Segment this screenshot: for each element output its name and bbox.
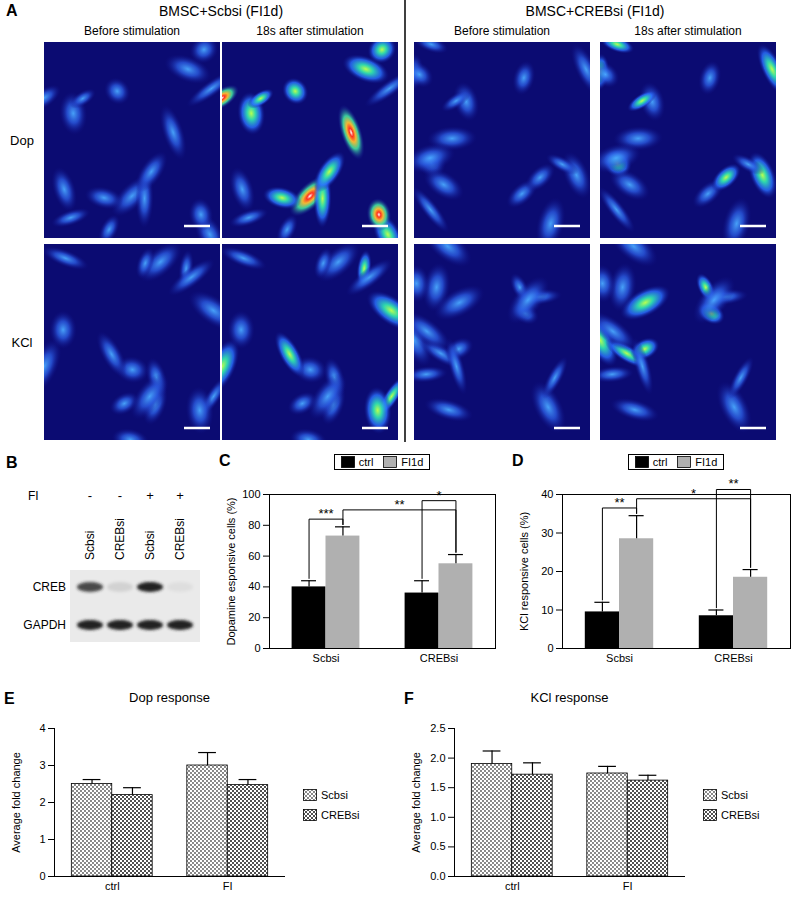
svg-text:ctrl: ctrl	[105, 880, 120, 892]
svg-text:Scbsi: Scbsi	[83, 531, 97, 560]
svg-text:-: -	[88, 488, 92, 503]
svg-text:60: 60	[248, 550, 260, 562]
svg-text:FI: FI	[28, 489, 39, 503]
svg-text:Scbsi: Scbsi	[606, 652, 633, 664]
html-text:CREBsi: CREBsi	[321, 809, 360, 821]
html-text:KCl response: KCl response	[530, 690, 609, 705]
svg-text:18s after stimulation: 18s after stimulation	[634, 24, 741, 38]
html-text:CREBsi: CREBsi	[721, 809, 760, 821]
svg-text:**: **	[728, 476, 738, 491]
svg-text:0.5: 0.5	[430, 840, 445, 852]
svg-text:0: 0	[254, 642, 260, 654]
svg-text:KCl: KCl	[12, 335, 33, 350]
svg-text:FI: FI	[623, 880, 633, 892]
svg-text:2.0: 2.0	[430, 752, 445, 764]
svg-text:GAPDH: GAPDH	[23, 618, 66, 632]
html-text:Scbsi: Scbsi	[321, 789, 348, 801]
svg-text:**: **	[394, 497, 404, 512]
svg-text:CREBsi: CREBsi	[420, 652, 459, 664]
html-text:Dop response: Dop response	[129, 690, 210, 705]
svg-text:B: B	[6, 454, 18, 471]
svg-text:20: 20	[541, 565, 553, 577]
svg-text:-: -	[118, 488, 122, 503]
html-text:FI1d: FI1d	[401, 456, 424, 468]
svg-text:0: 0	[39, 870, 45, 882]
svg-text:Average fold change: Average fold change	[410, 752, 422, 853]
svg-text:3: 3	[39, 759, 45, 771]
svg-text:**: **	[614, 495, 624, 510]
svg-text:30: 30	[541, 527, 553, 539]
svg-text:40: 40	[248, 580, 260, 592]
svg-text:0.0: 0.0	[430, 870, 445, 882]
svg-text:Dopamine esponsive cells (%): Dopamine esponsive cells (%)	[225, 498, 237, 646]
svg-text:CREB: CREB	[33, 580, 66, 594]
svg-text:100: 100	[242, 488, 260, 500]
html-text:ctrl: ctrl	[652, 456, 668, 468]
svg-text:80: 80	[248, 519, 260, 531]
svg-text:18s after stimulation: 18s after stimulation	[256, 24, 363, 38]
svg-text:CREBsi: CREBsi	[173, 518, 187, 560]
svg-text:Before stimulation: Before stimulation	[84, 24, 180, 38]
svg-text:Average fold change: Average fold change	[10, 752, 22, 853]
svg-text:1.0: 1.0	[430, 811, 445, 823]
svg-text:+: +	[176, 488, 184, 503]
svg-text:A: A	[6, 2, 18, 19]
svg-text:1.5: 1.5	[430, 781, 445, 793]
svg-text:Scbsi: Scbsi	[313, 652, 340, 664]
html-text:C: C	[219, 452, 231, 469]
svg-text:2: 2	[39, 796, 45, 808]
svg-text:BMSC+CREBsi (FI1d): BMSC+CREBsi (FI1d)	[526, 3, 665, 19]
svg-text:***: ***	[318, 506, 333, 521]
svg-text:ctrl: ctrl	[505, 880, 520, 892]
svg-text:FI: FI	[223, 880, 233, 892]
html-text:E: E	[4, 690, 15, 707]
html-text:F: F	[404, 690, 414, 707]
svg-text:Scbsi: Scbsi	[143, 531, 157, 560]
svg-text:*: *	[691, 486, 696, 501]
svg-text:*: *	[436, 488, 441, 503]
svg-text:CREBsi: CREBsi	[113, 518, 127, 560]
svg-text:20: 20	[248, 611, 260, 623]
html-text:FI1d: FI1d	[695, 456, 718, 468]
svg-text:2.5: 2.5	[430, 722, 445, 734]
html-text:ctrl: ctrl	[358, 456, 374, 468]
svg-text:CREBsi: CREBsi	[714, 652, 753, 664]
svg-text:4: 4	[39, 722, 45, 734]
svg-text:40: 40	[541, 488, 553, 500]
svg-text:KCl responsive cells (%): KCl responsive cells (%)	[518, 512, 530, 631]
svg-text:Dop: Dop	[10, 133, 34, 148]
svg-text:+: +	[146, 488, 154, 503]
svg-text:Before stimulation: Before stimulation	[454, 24, 550, 38]
svg-text:0: 0	[547, 642, 553, 654]
html-text:Scbsi: Scbsi	[721, 789, 748, 801]
svg-text:BMSC+Scbsi (FI1d): BMSC+Scbsi (FI1d)	[159, 3, 283, 19]
html-text:D: D	[512, 452, 524, 469]
svg-text:1: 1	[39, 833, 45, 845]
svg-text:10: 10	[541, 604, 553, 616]
